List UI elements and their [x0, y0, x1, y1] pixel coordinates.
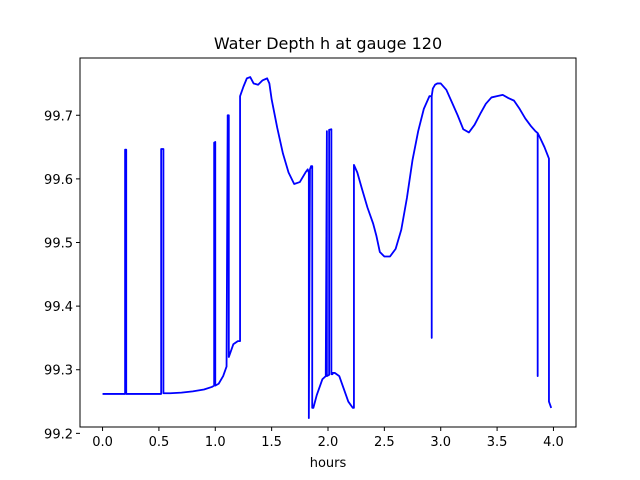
- x-axis: 0.0 0.5 1.0 1.5 2.0 2.5 3.0 3.5 4.0: [92, 427, 564, 450]
- y-tick-label: 99.7: [44, 109, 73, 124]
- chart-title: Water Depth h at gauge 120: [214, 34, 442, 53]
- x-tick-label: 3.0: [430, 435, 451, 450]
- y-axis: 99.2 99.3 99.4 99.5 99.6 99.7: [44, 109, 80, 442]
- series-line: [102, 76, 553, 419]
- y-tick-label: 99.2: [44, 427, 73, 442]
- plot-frame: [79, 57, 577, 428]
- x-tick-label: 2.0: [318, 435, 339, 450]
- x-tick-label: 0.0: [92, 435, 113, 450]
- y-tick-label: 99.5: [44, 237, 73, 252]
- y-tick-label: 99.4: [44, 300, 73, 315]
- x-tick-label: 1.0: [205, 435, 226, 450]
- x-axis-label: hours: [310, 456, 347, 471]
- x-tick-label: 2.5: [374, 435, 395, 450]
- x-tick-label: 0.5: [149, 435, 170, 450]
- y-tick-label: 99.3: [44, 364, 73, 379]
- x-tick-label: 1.5: [261, 435, 282, 450]
- x-tick-label: 4.0: [543, 435, 564, 450]
- y-tick-label: 99.6: [44, 173, 73, 188]
- x-tick-label: 3.5: [487, 435, 508, 450]
- series-layer: [102, 76, 553, 419]
